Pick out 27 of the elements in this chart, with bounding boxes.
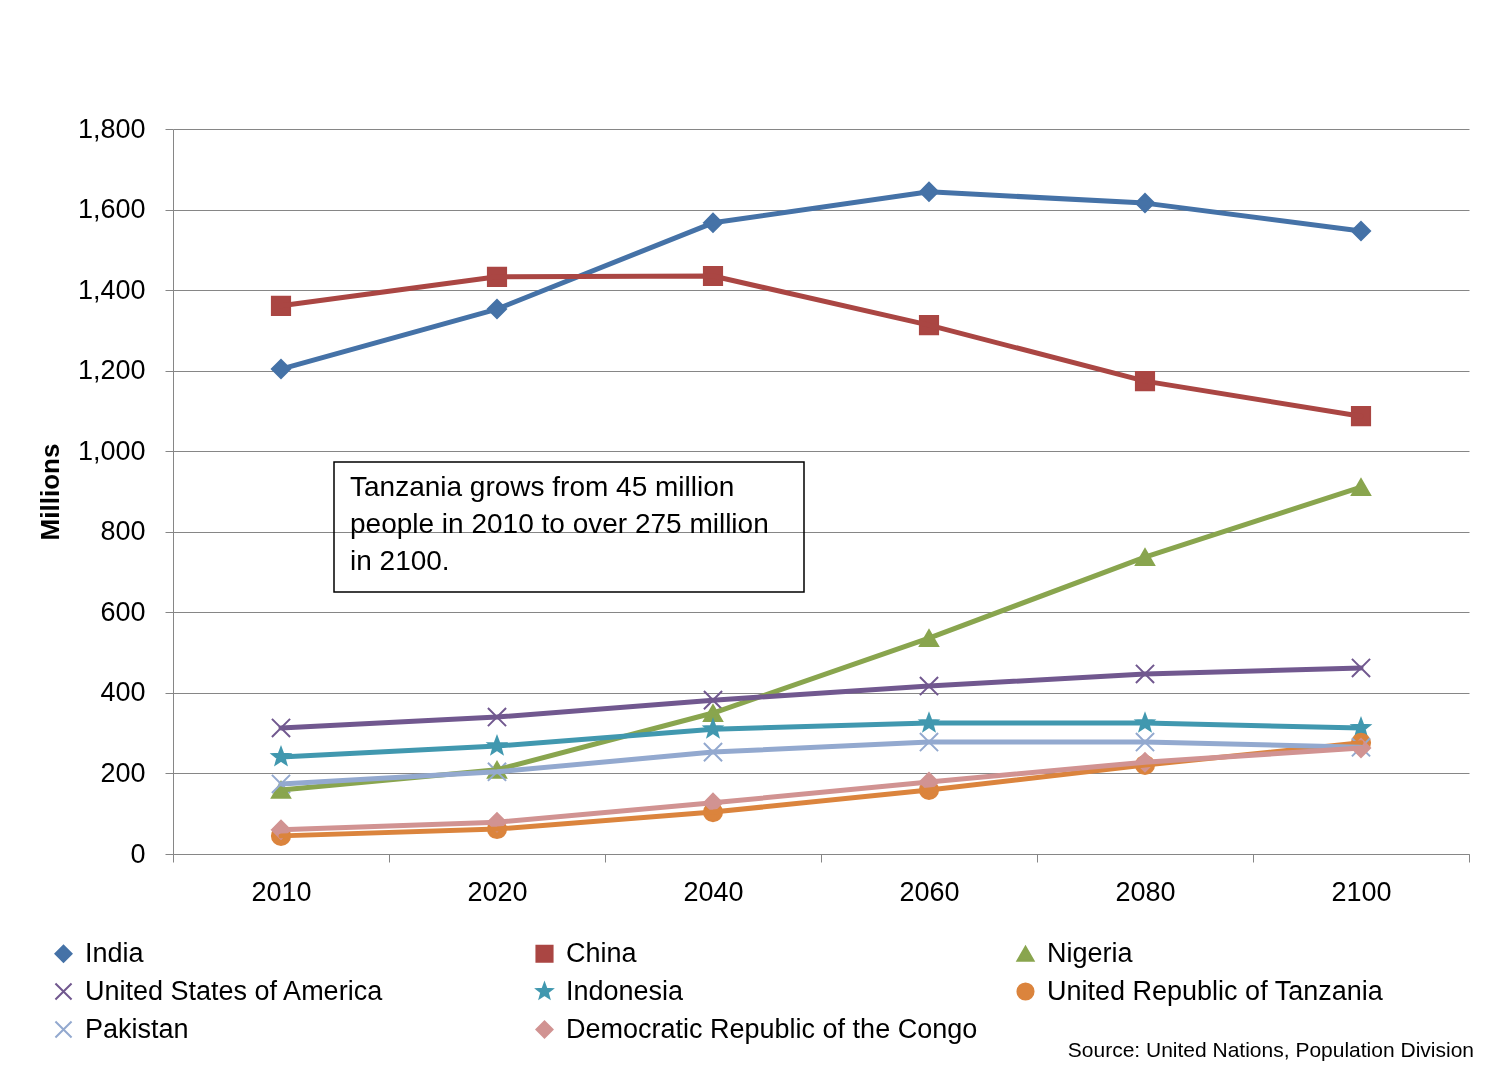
y-tick-label: 1,200 bbox=[77, 355, 146, 386]
x-tick-label: 2080 bbox=[1115, 876, 1176, 907]
x-tick-label: 2010 bbox=[251, 876, 312, 907]
x-tick-label: 2100 bbox=[1331, 876, 1392, 907]
legend-label: India bbox=[85, 937, 145, 968]
y-axis-title: Millions bbox=[34, 443, 65, 541]
x-tick-label: 2060 bbox=[899, 876, 960, 907]
y-tick-label: 600 bbox=[100, 596, 146, 627]
y-tick-label: 800 bbox=[100, 516, 146, 547]
x-tick-label: 2040 bbox=[683, 876, 744, 907]
y-tick-label: 400 bbox=[100, 677, 146, 708]
legend-label: China bbox=[566, 937, 638, 968]
y-tick-label: 1,400 bbox=[77, 274, 146, 305]
x-tick-label: 2020 bbox=[467, 876, 528, 907]
source-note: Source: United Nations, Population Division bbox=[1067, 1038, 1474, 1061]
y-tick-label: 0 bbox=[130, 838, 146, 869]
legend-label: Nigeria bbox=[1047, 937, 1134, 968]
legend-label: United States of America bbox=[85, 975, 384, 1006]
y-tick-label: 1,800 bbox=[77, 113, 146, 144]
y-tick-label: 200 bbox=[100, 757, 146, 788]
y-tick-label: 1,000 bbox=[77, 435, 146, 466]
legend-label: Pakistan bbox=[85, 1013, 189, 1044]
legend-label: Democratic Republic of the Congo bbox=[566, 1013, 978, 1044]
legend-label: Indonesia bbox=[566, 975, 685, 1006]
y-tick-label: 1,600 bbox=[77, 194, 146, 225]
annotation: Tanzania grows from 45 million people in 2010 to over 275 million in 2100. bbox=[350, 471, 769, 576]
legend-label: United Republic of Tanzania bbox=[1047, 975, 1384, 1006]
